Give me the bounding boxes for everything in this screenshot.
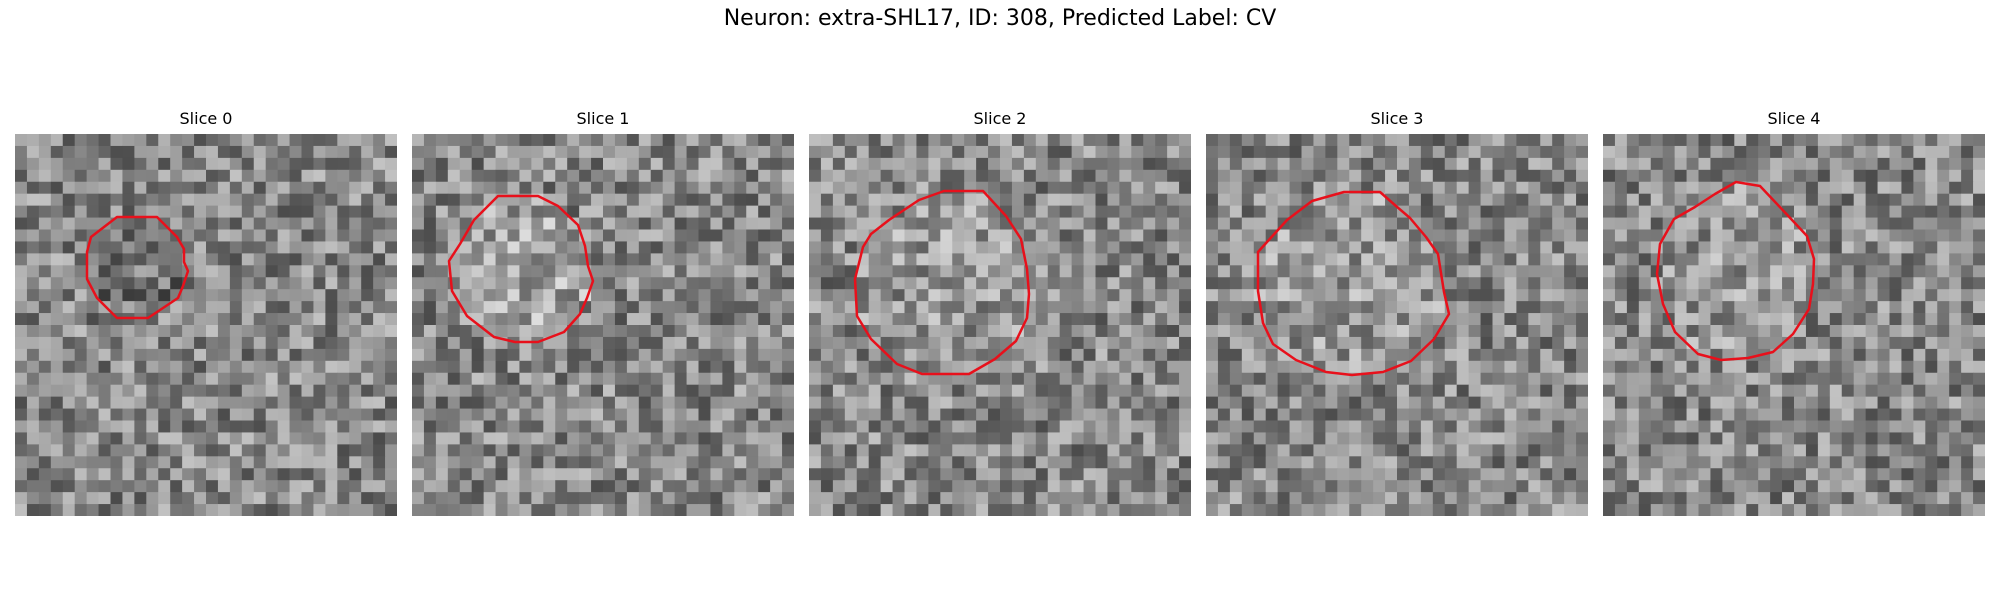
slice-panel-0: Slice 0 [15, 108, 397, 516]
slice-image-3 [1206, 134, 1588, 516]
slice-image-4 [1603, 134, 1985, 516]
grayscale-texture [809, 134, 1191, 516]
slice-title-1: Slice 1 [576, 109, 630, 128]
slice-panel-1: Slice 1 [412, 108, 794, 516]
grayscale-texture [15, 134, 397, 516]
cell-contour [85, 215, 190, 320]
slice-panel-2: Slice 2 [809, 108, 1191, 516]
grayscale-texture [1603, 134, 1985, 516]
grayscale-texture [1206, 134, 1588, 516]
slice-title-4: Slice 4 [1767, 109, 1821, 128]
cell-contour [447, 194, 595, 344]
slice-title-3: Slice 3 [1370, 109, 1424, 128]
slice-panel-4: Slice 4 [1603, 108, 1985, 516]
slice-title-2: Slice 2 [973, 109, 1027, 128]
slice-image-0 [15, 134, 397, 516]
figure-title: Neuron: extra-SHL17, ID: 308, Predicted … [723, 6, 1277, 31]
grayscale-texture [412, 134, 794, 516]
slice-image-1 [412, 134, 794, 516]
cell-contour [853, 189, 1031, 376]
cell-contour [1256, 190, 1451, 377]
slice-panel-3: Slice 3 [1206, 108, 1588, 516]
slice-image-2 [809, 134, 1191, 516]
cell-contour [1655, 180, 1816, 362]
slice-title-0: Slice 0 [179, 109, 233, 128]
